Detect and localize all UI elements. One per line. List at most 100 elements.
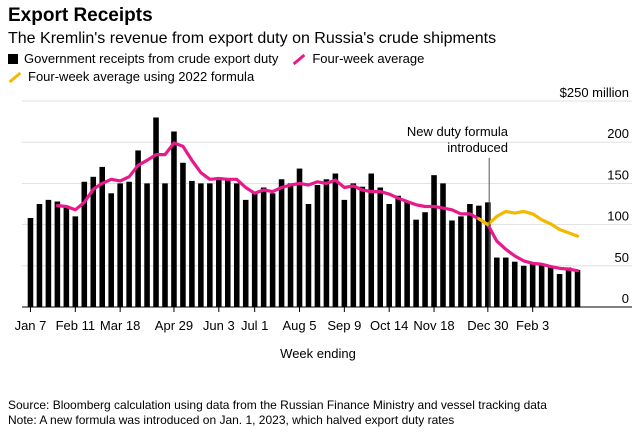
bar	[171, 131, 177, 307]
four-week-average-2022-formula-line	[477, 209, 580, 238]
bar	[467, 204, 473, 307]
bar	[54, 201, 61, 307]
bar	[278, 179, 285, 307]
y-axis: 0 50 100 150 200 $250 million	[560, 85, 629, 306]
x-tick-label: Oct 14	[370, 318, 408, 333]
bar	[440, 183, 446, 307]
bar	[359, 186, 366, 307]
bar	[341, 199, 348, 307]
bar	[45, 199, 52, 307]
legend-label-avg: Four-week average	[312, 51, 425, 66]
bar	[565, 267, 572, 307]
y-tick-label: 200	[607, 126, 629, 141]
bar	[144, 183, 150, 307]
bar	[233, 183, 240, 307]
legend-item-bars: Government receipts from crude export du…	[8, 50, 278, 68]
annotation-line-1: New duty formula	[407, 124, 509, 139]
bar	[494, 257, 500, 307]
legend-swatch-bars	[8, 54, 18, 64]
source-note: Source: Bloomberg calculation using data…	[8, 398, 547, 412]
bar	[520, 265, 527, 307]
bar	[269, 193, 276, 307]
bar	[547, 265, 554, 307]
bar	[377, 187, 384, 307]
bar	[368, 173, 375, 307]
bar	[162, 183, 168, 307]
chart-title: Export Receipts	[8, 5, 153, 26]
bar	[27, 218, 34, 307]
bar	[108, 193, 114, 307]
x-tick-label: Sep 9	[327, 318, 361, 333]
bar	[538, 264, 545, 307]
x-tick-label: Feb 11	[56, 318, 96, 333]
annotation-line-2: introduced	[447, 140, 508, 155]
formula-note: Note: A new formula was introduced on Ja…	[8, 413, 455, 427]
y-tick-label: 50	[615, 250, 629, 265]
x-tick-label: Jun 3	[203, 318, 235, 333]
legend-item-avg: Four-week average	[292, 50, 424, 68]
bar	[511, 261, 518, 307]
bar	[404, 201, 410, 307]
bar	[413, 219, 419, 307]
bar	[449, 220, 455, 307]
x-axis-title: Week ending	[280, 346, 356, 361]
bar	[502, 257, 509, 307]
bar	[207, 183, 213, 307]
bar	[180, 162, 186, 307]
four-week-average-line	[55, 141, 580, 273]
bar-series	[27, 117, 581, 307]
bar	[485, 202, 491, 307]
legend-label-bars: Government receipts from crude export du…	[24, 51, 279, 66]
bar	[431, 175, 437, 307]
bar	[395, 195, 401, 307]
bar	[350, 183, 357, 307]
x-axis: Jan 7 Feb 11 Mar 18 Apr 29 Jun 3 Jul 1 Aug 5 Se…	[15, 307, 549, 333]
bar	[36, 204, 43, 307]
legend-item-avg2022: Four-week average using 2022 formula	[8, 68, 254, 86]
annotation: New duty formula introduced	[407, 124, 509, 307]
x-tick-label: Apr 29	[155, 318, 193, 333]
bar	[574, 269, 581, 307]
bar	[224, 179, 231, 307]
bar	[242, 199, 249, 307]
bar	[529, 263, 536, 307]
bar	[458, 216, 464, 307]
legend: Government receipts from crude export du…	[8, 50, 438, 86]
x-tick-label: Jul 1	[241, 318, 268, 333]
bar	[260, 187, 267, 307]
bar	[305, 204, 312, 307]
x-tick-label: Mar 18	[100, 318, 140, 333]
bar	[296, 168, 303, 307]
y-tick-label: $250 million	[560, 85, 629, 100]
legend-label-avg2022: Four-week average using 2022 formula	[28, 69, 255, 84]
bar	[81, 181, 88, 307]
bar	[422, 212, 428, 307]
x-tick-label: Nov 18	[413, 318, 454, 333]
y-tick-label: 100	[607, 209, 629, 224]
bar	[287, 183, 294, 307]
bar	[90, 176, 97, 307]
x-tick-label: Aug 5	[283, 318, 317, 333]
bar	[117, 183, 123, 307]
bar	[63, 205, 70, 307]
bar	[556, 274, 563, 307]
x-tick-label: Dec 30	[467, 318, 508, 333]
bar	[216, 179, 222, 307]
bar	[323, 179, 330, 307]
bar	[189, 180, 195, 307]
bar	[332, 173, 339, 307]
bar	[198, 183, 204, 307]
x-tick-label: Jan 7	[15, 318, 47, 333]
bar	[386, 204, 392, 307]
bar	[476, 205, 482, 307]
footer: Source: Bloomberg calculation using data…	[8, 398, 547, 428]
y-tick-label: 0	[622, 291, 629, 306]
bar	[153, 117, 159, 307]
line-series	[55, 141, 580, 273]
bar	[135, 150, 141, 307]
bar	[251, 193, 258, 307]
y-tick-label: 150	[607, 167, 629, 182]
bar	[99, 166, 106, 307]
x-tick-label: Feb 3	[516, 318, 549, 333]
